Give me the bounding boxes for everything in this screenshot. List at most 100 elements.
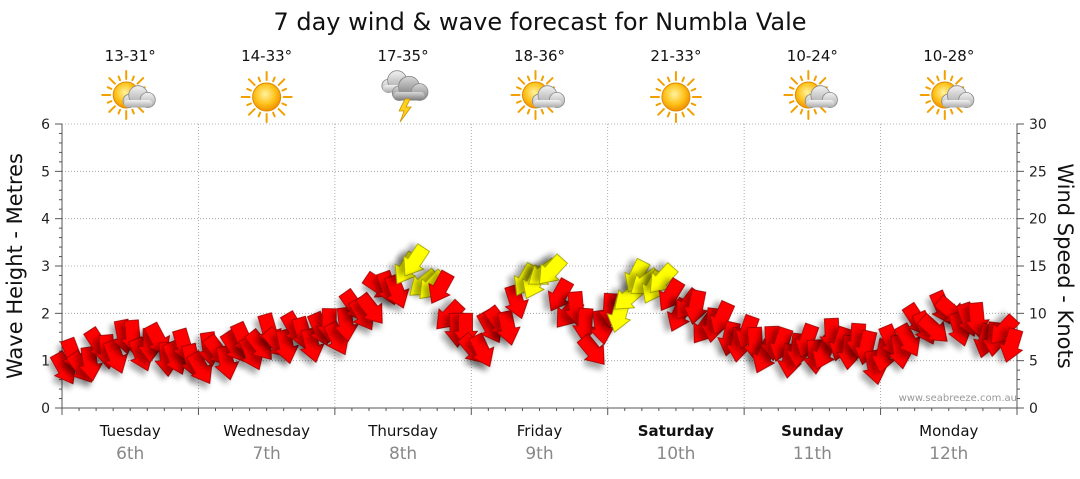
wind-arrow-light xyxy=(403,243,431,277)
day-date-label: 9th xyxy=(525,444,553,464)
y2-tick-label: 30 xyxy=(1029,117,1047,133)
sun-ray xyxy=(949,75,954,82)
day-header-row: 13-31° 14-33° 17-35° 18-36° 21-33° 10-24° 10-2… xyxy=(101,47,975,123)
y2-tick-label: 5 xyxy=(1029,354,1038,370)
sun-disc xyxy=(661,82,691,112)
wind-arrow-strong xyxy=(102,338,129,374)
sun-ray xyxy=(516,86,522,90)
sun-icon xyxy=(240,71,293,123)
y-tick-label: 3 xyxy=(41,259,50,275)
sun-ray xyxy=(117,108,122,115)
y-tick-label: 6 xyxy=(41,117,50,133)
wind-arrow-light xyxy=(649,262,679,294)
y2-tick-label: 25 xyxy=(1029,164,1047,180)
y-tick-label: 5 xyxy=(41,164,50,180)
sun-ray xyxy=(799,75,804,82)
sun-ray xyxy=(681,111,685,118)
sun-ray xyxy=(277,108,286,116)
day-temp-range: 13-31° xyxy=(105,47,156,65)
sun-ray xyxy=(666,76,671,83)
wind-arrow-strong xyxy=(468,332,495,368)
sun-ray xyxy=(655,87,662,92)
sun-ray xyxy=(257,111,262,118)
sun-ray xyxy=(813,108,818,115)
partly-cloudy-sun-icon xyxy=(510,70,566,120)
sun-ray xyxy=(540,75,545,82)
day-name-label: Tuesday xyxy=(99,422,161,440)
sun-ray xyxy=(955,77,963,85)
sun-ray xyxy=(949,108,954,115)
day-label-row: Tuesday 6th Wednesday 7th Thursday 8th Friday 9… xyxy=(99,422,979,464)
sun-ray xyxy=(526,75,531,82)
sun-ray xyxy=(517,105,526,113)
partly-cloudy-sun-icon xyxy=(783,70,838,120)
y-axis-label: Wave Height - Metres xyxy=(3,153,27,379)
wind-arrow-strong xyxy=(77,345,104,382)
day-temp-range: 17-35° xyxy=(378,47,429,65)
wind-arrow-strong xyxy=(299,327,325,363)
sun-ray xyxy=(526,108,531,115)
sun-ray xyxy=(686,108,695,116)
sun-ray xyxy=(545,77,554,85)
watermark: www.seabreeze.com.au xyxy=(899,393,1017,404)
sun-ray xyxy=(926,105,935,113)
y-tick-label: 0 xyxy=(41,401,50,417)
sun-ray xyxy=(655,102,662,107)
sun-ray xyxy=(517,77,526,85)
sun-ray xyxy=(686,78,695,86)
day-date-label: 8th xyxy=(389,444,417,464)
cloud-shape xyxy=(941,85,975,108)
thunderstorm-icon xyxy=(381,70,429,123)
sun-ray xyxy=(117,75,122,82)
sun-ray xyxy=(272,76,276,83)
sun-ray xyxy=(257,76,262,83)
wind-arrow-strong xyxy=(333,306,359,343)
y2-tick-label: 15 xyxy=(1029,259,1047,275)
sun-ray xyxy=(926,77,935,85)
y2-tick-label: 20 xyxy=(1029,212,1047,228)
day-temp-range: 18-36° xyxy=(514,47,565,65)
cloud-shape xyxy=(531,85,566,108)
day-date-label: 7th xyxy=(253,444,281,464)
day-name-label: Saturday xyxy=(638,422,715,440)
sun-ray xyxy=(657,108,665,116)
wind-arrow-strong xyxy=(186,350,213,385)
y2-tick-label: 0 xyxy=(1029,401,1038,417)
chart-title: 7 day wind & wave forecast for Numbla Va… xyxy=(273,8,806,36)
day-name-label: Wednesday xyxy=(223,422,310,440)
wind-arrow-strong xyxy=(495,309,521,346)
wind-arrow-strong xyxy=(355,291,383,324)
day-temp-range: 14-33° xyxy=(241,47,292,65)
wind-series xyxy=(49,243,1024,386)
y-tick-label: 2 xyxy=(41,306,50,322)
wind-arrow-strong xyxy=(547,277,575,312)
chart-axes: 0 1 2 3 4 5 6 0 5 10 15 20 25 30 xyxy=(41,117,1047,417)
wind-arrow-strong xyxy=(504,283,529,320)
sun-ray xyxy=(108,77,116,85)
cloud-shape xyxy=(391,75,429,101)
sun-ray xyxy=(246,87,252,92)
sun-ray xyxy=(690,102,697,107)
wind-arrow-strong xyxy=(273,328,300,365)
sun-ray xyxy=(936,75,940,82)
sun-ray xyxy=(790,105,799,113)
y2-axis-label: Wind Speed - Knots xyxy=(1053,163,1077,368)
day-name-label: Friday xyxy=(517,422,563,440)
sun-ray xyxy=(681,76,685,83)
sun-ray xyxy=(106,100,113,104)
sun-ray xyxy=(540,108,545,115)
cloud-shape xyxy=(804,85,838,108)
day-name-label: Sunday xyxy=(781,422,844,440)
sun-ray xyxy=(790,77,799,85)
day-date-label: 12th xyxy=(929,444,968,464)
sun-ray xyxy=(106,86,113,90)
sun-ray xyxy=(272,111,276,118)
sun-ray xyxy=(788,86,795,90)
wind-arrow-strong xyxy=(916,312,948,342)
sun-ray xyxy=(108,105,116,113)
sun-ray xyxy=(281,87,288,92)
day-name-label: Monday xyxy=(919,422,978,440)
day-name-label: Thursday xyxy=(367,422,438,440)
sun-ray xyxy=(925,86,932,90)
sun-ray xyxy=(277,78,286,86)
